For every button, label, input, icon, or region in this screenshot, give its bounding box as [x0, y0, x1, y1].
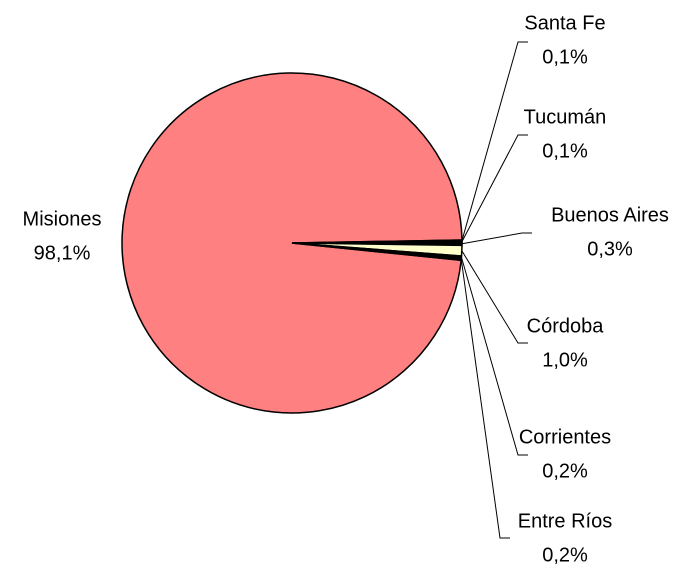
slice-label: Misiones: [23, 208, 102, 230]
slice-value-label: 1,0%: [542, 349, 588, 371]
slice-value-label: 0,1%: [542, 46, 588, 68]
slice-label: Corrientes: [519, 426, 611, 448]
slice-value-label: 0,1%: [542, 140, 588, 162]
leader-line: [461, 232, 532, 245]
slice-label: Santa Fe: [524, 12, 605, 34]
slice-label: Tucumán: [524, 106, 607, 128]
slice-label: Buenos Aires: [551, 204, 669, 226]
slice-label: Entre Ríos: [518, 510, 612, 532]
leader-line: [460, 259, 510, 539]
slice-label: Córdoba: [527, 315, 605, 337]
leader-line: [460, 256, 528, 456]
slice-value-label: 0,2%: [542, 544, 588, 566]
slice-value-label: 0,3%: [587, 238, 633, 260]
leader-line: [461, 250, 528, 344]
slice-value-label: 98,1%: [34, 242, 91, 264]
slice-value-label: 0,2%: [542, 460, 588, 482]
leader-line: [461, 41, 528, 241]
leader-line: [461, 134, 528, 242]
